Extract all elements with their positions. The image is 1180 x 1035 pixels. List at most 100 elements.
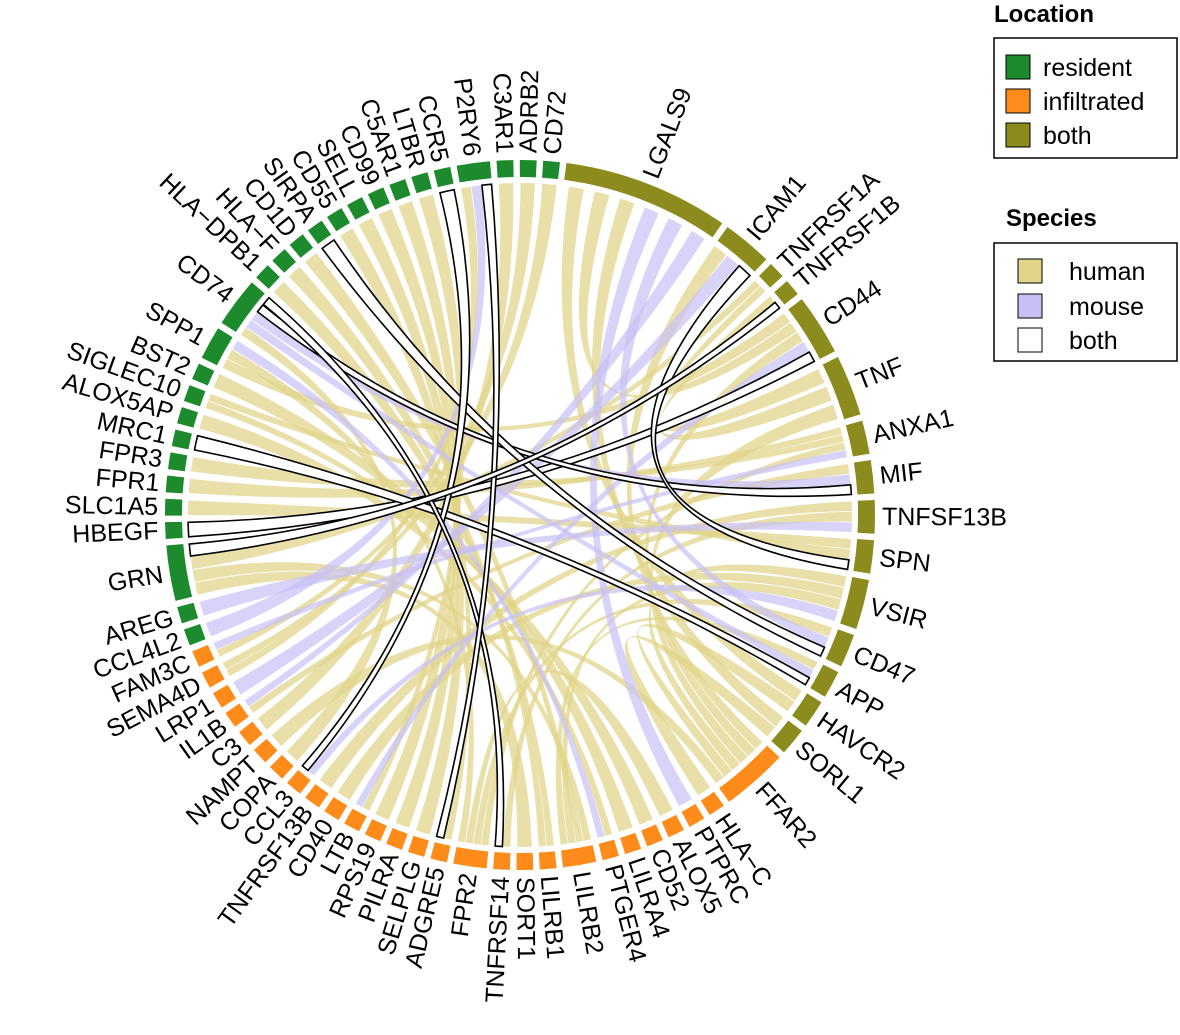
legend-species: Species human mouse both (993, 205, 1178, 362)
link-human (637, 623, 795, 777)
sector-adrb2 (519, 160, 537, 178)
sector-fpr3 (167, 452, 188, 472)
sector-cd47 (825, 629, 855, 667)
sector-ccr5 (433, 166, 454, 188)
sector-spn (853, 538, 875, 574)
link-both (188, 301, 781, 557)
sector-label: TNFSF13B (882, 503, 1007, 532)
link-mouse (308, 584, 838, 776)
link-human (271, 634, 724, 784)
sector-tnf (822, 356, 861, 420)
sector-alox5ap (177, 407, 198, 428)
legend-location-title: Location (994, 1, 1094, 28)
sector-label: LGALS9 (637, 84, 697, 182)
sector-alox5 (661, 814, 684, 838)
legend-location-box (993, 37, 1178, 159)
sector-label: MIF (878, 457, 924, 489)
link-human (208, 393, 851, 560)
sector-selplg (408, 835, 429, 857)
sector-sort1 (516, 852, 534, 870)
sector-ltbr (411, 172, 432, 194)
link-human (465, 670, 673, 844)
sector-label: FPR2 (446, 871, 483, 938)
sector-fam3c (192, 644, 215, 667)
link-human (648, 564, 847, 771)
sector-label: FPR1 (95, 464, 161, 497)
sector-label: GRN (106, 561, 165, 598)
sector-areg (177, 602, 199, 624)
sector-lilrb2 (561, 845, 597, 868)
sector-icam1 (717, 227, 767, 272)
sector-label: VSIR (867, 593, 931, 635)
sector-spp1 (201, 328, 233, 366)
sector-ccl4l2 (183, 624, 206, 646)
sector-label: CD72 (538, 90, 572, 156)
sector-fpr2 (453, 846, 489, 869)
link-human (591, 198, 784, 727)
sector-p2ry6 (456, 161, 492, 183)
sector-label: ADRB2 (514, 69, 544, 153)
sector-rps19 (364, 818, 387, 842)
link-human (216, 183, 535, 657)
sector-bst2 (192, 363, 215, 386)
sector-lilrb1 (538, 851, 557, 870)
sector-vsir (840, 576, 869, 629)
legend-label-infiltrated: infiltrated (1043, 88, 1144, 116)
link-both (650, 264, 850, 571)
sector-hla-c (700, 791, 724, 816)
sector-cd72 (542, 160, 560, 180)
sector-sirpa (307, 220, 332, 244)
legend-label-both-species: both (1069, 327, 1118, 355)
sector-lrp1 (212, 684, 237, 708)
sector-lilra4 (620, 832, 642, 855)
sector-tnfrsf14 (493, 852, 511, 870)
sector-lgals9 (564, 163, 723, 238)
sector-label: P2RY6 (448, 76, 486, 158)
link-mouse (246, 319, 814, 678)
sector-fpr1 (165, 475, 185, 494)
legend-label-both-location: both (1043, 122, 1092, 150)
legend-species-box (993, 242, 1178, 362)
sector-label: SPN (878, 544, 932, 578)
sector-tnfsf13b (857, 499, 875, 534)
sector-tnfrsf1b (774, 281, 798, 305)
legend-swatch-human (1017, 258, 1043, 284)
link-human (578, 191, 797, 398)
sector-nampt (253, 738, 278, 763)
sector-label: ANXA1 (870, 404, 956, 449)
sector-hla-dpb1 (256, 265, 280, 289)
sector-slc1a5 (165, 498, 183, 516)
sector-copa (269, 754, 294, 779)
sector-label: LILRB2 (567, 869, 609, 956)
link-human (654, 286, 825, 432)
legend-swatch-resident (1005, 54, 1031, 80)
link-human (658, 296, 832, 440)
sector-cd1d (289, 234, 314, 258)
legend-species-title: Species (1006, 205, 1097, 232)
sector-label: CD44 (818, 274, 887, 332)
sector-cd74 (221, 282, 265, 332)
sector-label: FFAR2 (750, 777, 823, 854)
sector-sorl1 (771, 720, 802, 753)
sector-tnfrsf13b (305, 784, 329, 808)
sector-havcr2 (792, 693, 822, 726)
sector-adgre5 (430, 842, 451, 863)
sector-siglec10 (183, 385, 206, 407)
sector-anxa1 (845, 420, 870, 457)
link-human (624, 635, 776, 796)
sector-cd55 (327, 208, 351, 232)
sector-hla-f (272, 249, 296, 273)
sector-grn (166, 544, 193, 601)
sector-mrc1 (171, 429, 192, 450)
link-both (262, 296, 505, 848)
link-both (256, 303, 853, 498)
sector-c3 (239, 721, 263, 746)
link-mouse (619, 218, 829, 647)
legend-swatch-mouse (1017, 293, 1043, 319)
legend-label-mouse: mouse (1069, 293, 1144, 321)
sector-ffar2 (719, 745, 780, 802)
sector-c5ar1 (389, 179, 411, 201)
sector-label: C3AR1 (487, 72, 518, 154)
sector-ptger4 (598, 839, 619, 861)
sector-cd99 (367, 187, 390, 210)
